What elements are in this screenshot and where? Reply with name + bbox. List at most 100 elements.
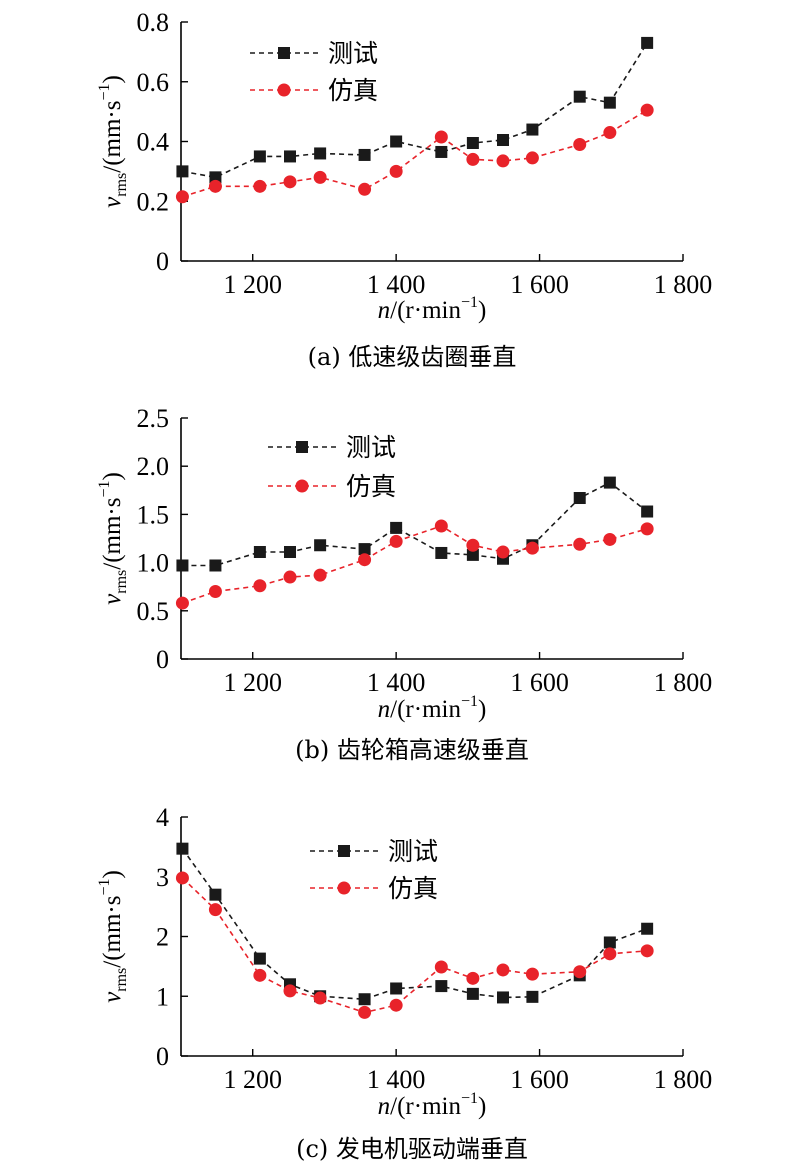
y-tick-label: 0.6 (137, 68, 170, 97)
data-point-square (435, 145, 448, 158)
y-tick-label: 0 (156, 1042, 169, 1071)
y-tick-label: 0.4 (137, 128, 170, 157)
data-point-square (176, 842, 189, 855)
data-point-circle (573, 137, 587, 151)
data-point-circle (313, 568, 327, 582)
y-tick-label: 0 (156, 247, 169, 276)
legend-label: 仿真 (328, 76, 378, 105)
data-point-square (466, 987, 479, 1000)
data-point-circle (175, 596, 189, 610)
data-point-circle (253, 179, 267, 193)
data-point-circle (283, 175, 297, 189)
data-point-circle (389, 534, 403, 548)
y-axis-title: vrms/(mm·s−1) (96, 870, 130, 1003)
x-tick-label: 1 200 (223, 1065, 282, 1094)
data-point-square (176, 165, 189, 178)
legend-label: 测试 (346, 433, 396, 462)
data-point-square (209, 888, 222, 901)
data-point-circle (175, 190, 189, 204)
data-point-circle (358, 553, 372, 567)
data-point-square (358, 148, 371, 161)
data-point-square (573, 492, 586, 505)
x-tick-label: 1 400 (367, 270, 426, 299)
data-point-circle (253, 968, 267, 982)
data-point-square (390, 521, 403, 534)
data-point-circle (253, 579, 267, 593)
data-point-circle (283, 984, 297, 998)
legend-label: 仿真 (388, 874, 438, 903)
data-point-square (466, 548, 479, 561)
data-point-square (641, 922, 654, 935)
y-tick-label: 0.5 (137, 597, 170, 626)
data-point-circle (603, 947, 617, 961)
data-point-square (253, 952, 266, 965)
data-point-square (435, 546, 448, 559)
x-tick-label: 1 200 (223, 270, 282, 299)
x-tick-label: 1 400 (367, 668, 426, 697)
data-point-square (253, 150, 266, 163)
data-point-square (253, 545, 266, 558)
data-point-circle (434, 519, 448, 533)
data-point-circle (175, 871, 189, 885)
legend-marker-square (296, 441, 308, 453)
x-tick-label: 1 600 (510, 270, 569, 299)
data-point-square (314, 147, 327, 160)
data-point-square (603, 96, 616, 109)
y-tick-label: 0.8 (137, 8, 170, 37)
data-point-circle (640, 944, 654, 958)
data-point-square (496, 134, 509, 147)
data-point-square (284, 150, 297, 163)
x-tick-label: 1 800 (654, 270, 713, 299)
data-point-circle (283, 570, 297, 584)
legend-marker-circle (337, 881, 351, 895)
y-tick-label: 2 (156, 923, 169, 952)
panel-caption: (c) 发电机驱动端垂直 (296, 1135, 528, 1163)
data-point-square (314, 539, 327, 552)
y-tick-label: 2.5 (137, 404, 170, 433)
data-point-circle (466, 971, 480, 985)
data-point-circle (208, 585, 222, 599)
data-point-square (641, 36, 654, 49)
chart-panel-3: 0 1 2 3 4 1 200 1 400 1 600 1 800 vrms/(mm·s−1) n/… (96, 803, 712, 1163)
data-point-circle (603, 532, 617, 546)
y-tick-label: 4 (156, 803, 169, 832)
data-point-circle (208, 179, 222, 193)
series-line-1 (181, 848, 648, 1001)
x-axis-title: n/(r·min−1) (378, 294, 487, 324)
data-point-circle (496, 545, 510, 559)
legend-label: 测试 (328, 39, 378, 68)
x-tick-label: 1 600 (510, 1065, 569, 1094)
data-point-square (284, 545, 297, 558)
data-point-circle (389, 998, 403, 1012)
data-point-square (209, 559, 222, 572)
data-point-circle (313, 991, 327, 1005)
legend-marker-circle (277, 83, 291, 97)
data-point-circle (434, 130, 448, 144)
data-point-circle (525, 541, 539, 555)
x-axis-title: n/(r·min−1) (378, 693, 487, 723)
data-point-square (358, 543, 371, 556)
x-axis-title: n/(r·min−1) (378, 1090, 487, 1120)
panel-caption: (b) 齿轮箱高速级垂直 (295, 736, 529, 764)
y-tick-label: 3 (156, 863, 169, 892)
data-point-square (466, 136, 479, 149)
data-point-square (496, 991, 509, 1004)
data-point-square (209, 171, 222, 184)
data-point-circle (358, 1005, 372, 1019)
data-point-circle (640, 522, 654, 536)
data-point-circle (208, 903, 222, 917)
y-axis-title: vrms/(mm·s−1) (96, 472, 130, 605)
x-tick-label: 1 200 (223, 668, 282, 697)
y-axis-title: vrms/(mm·s−1) (96, 75, 130, 208)
data-point-circle (466, 538, 480, 552)
panel-caption: (a) 低速级齿圈垂直 (308, 343, 517, 371)
y-tick-label: 1.5 (137, 500, 170, 529)
data-point-square (526, 990, 539, 1003)
x-tick-label: 1 600 (510, 668, 569, 697)
data-point-circle (603, 126, 617, 140)
y-tick-label: 0.2 (137, 187, 170, 216)
x-tick-label: 1 800 (654, 1065, 713, 1094)
y-tick-label: 1 (156, 982, 169, 1011)
legend-label: 仿真 (346, 472, 396, 501)
